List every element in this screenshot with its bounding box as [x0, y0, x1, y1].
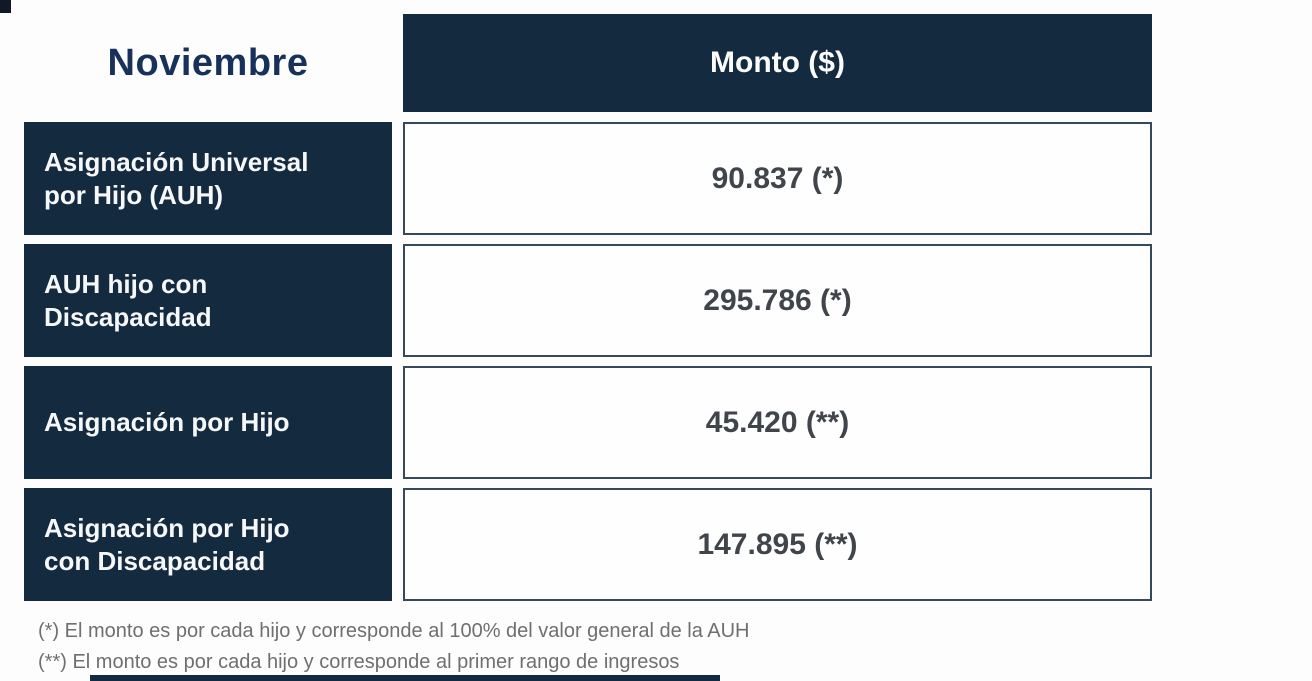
row-amount-text: 295.786 (*) — [703, 283, 852, 317]
corner-artifact-mark — [0, 0, 11, 13]
row-label-cell-asignacion-hijo: Asignación por Hijo — [24, 366, 392, 479]
table-row: Asignación por Hijo 45.420 (**) — [0, 366, 1312, 479]
amount-column-header-label: Monto ($) — [710, 46, 845, 79]
row-label-text: Asignación Universal por Hijo (AUH) — [44, 147, 309, 210]
row-label-cell-auh-discapacidad: AUH hijo con Discapacidad — [24, 244, 392, 357]
table-row: Asignación por Hijo con Discapacidad 147… — [0, 488, 1312, 601]
row-amount-text: 45.420 (**) — [705, 405, 850, 439]
row-label-cell-asignacion-hijo-discapacidad: Asignación por Hijo con Discapacidad — [24, 488, 392, 601]
bottom-cropped-bar — [90, 675, 720, 681]
row-label-cell-auh: Asignación Universal por Hijo (AUH) — [24, 122, 392, 235]
table-row: AUH hijo con Discapacidad 295.786 (*) — [0, 244, 1312, 357]
amount-column-header: Monto ($) — [403, 14, 1152, 112]
row-amount-cell-auh: 90.837 (*) — [403, 122, 1152, 235]
row-amount-cell-auh-discapacidad: 295.786 (*) — [403, 244, 1152, 357]
row-label-text: Asignación por Hijo con Discapacidad — [44, 513, 290, 576]
footnote-double-asterisk: (**) El monto es por cada hijo y corresp… — [38, 651, 680, 673]
table-row: Asignación Universal por Hijo (AUH) 90.8… — [0, 122, 1312, 235]
row-amount-text: 90.837 (*) — [711, 161, 844, 195]
row-label-text: AUH hijo con Discapacidad — [44, 269, 212, 332]
row-amount-text: 147.895 (**) — [697, 527, 858, 561]
footnote-single-asterisk: (*) El monto es por cada hijo y correspo… — [38, 620, 750, 642]
row-label-text: Asignación por Hijo — [44, 407, 290, 438]
month-title: Noviembre — [107, 41, 309, 84]
row-amount-cell-asignacion-hijo-discapacidad: 147.895 (**) — [403, 488, 1152, 601]
row-amount-cell-asignacion-hijo: 45.420 (**) — [403, 366, 1152, 479]
